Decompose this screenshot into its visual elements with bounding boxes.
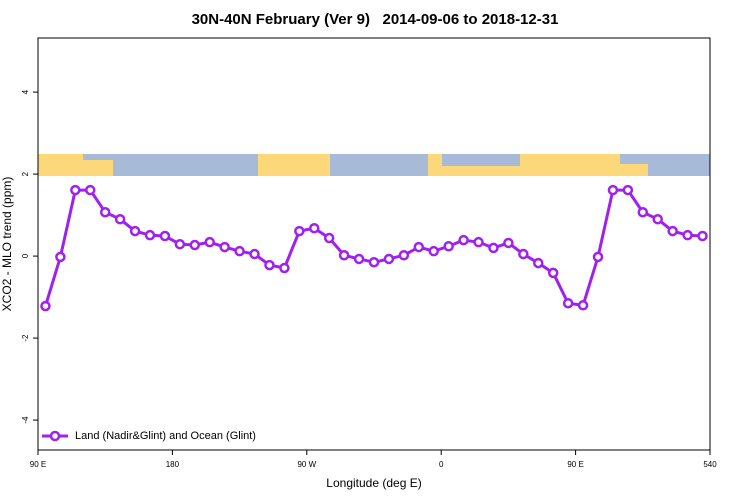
- x-tick-label: 0: [439, 460, 444, 469]
- y-tick-label: -2: [21, 334, 30, 342]
- legend: Land (Nadir&Glint) and Ocean (Glint): [42, 430, 256, 442]
- data-point: [667, 225, 678, 237]
- chart-title: 30N-40N February (Ver 9) 2014-09-06 to 2…: [192, 11, 559, 28]
- data-point: [488, 242, 499, 254]
- data-point: [652, 213, 663, 225]
- x-tick-label: 90 E: [567, 460, 583, 469]
- data-point: [503, 237, 514, 249]
- data-point: [249, 248, 260, 260]
- data-point: [144, 229, 156, 241]
- x-axis-label: Longitude (deg E): [326, 476, 421, 490]
- data-point: [189, 239, 201, 251]
- y-tick-label: 0: [21, 253, 30, 258]
- data-point: [234, 245, 245, 257]
- data-point: [533, 257, 544, 269]
- data-point: [413, 241, 425, 253]
- y-tick-label: 4: [21, 89, 30, 94]
- data-point: [383, 253, 395, 265]
- data-point: [338, 250, 350, 261]
- data-point: [682, 229, 693, 241]
- data-point: [398, 250, 410, 261]
- data-point: [99, 206, 111, 218]
- data-point: [219, 241, 230, 253]
- data-point: [473, 236, 484, 248]
- data-point: [55, 251, 66, 263]
- legend-label: Land (Nadir&Glint) and Ocean (Glint): [75, 430, 256, 442]
- data-point: [458, 234, 469, 246]
- map-strip: [38, 154, 710, 176]
- data-point: [294, 225, 305, 237]
- data-point: [547, 267, 559, 279]
- data-point: [443, 241, 454, 252]
- y-tick-label: -4: [21, 416, 30, 424]
- data-point: [70, 184, 81, 196]
- data-point: [607, 184, 619, 196]
- data-point: [353, 253, 365, 265]
- x-tick-label: 180: [166, 460, 180, 469]
- data-point: [85, 184, 96, 196]
- data-point: [622, 184, 634, 196]
- data-point: [697, 230, 708, 242]
- y-tick-label: 2: [21, 171, 30, 176]
- data-point: [562, 297, 574, 309]
- data-point: [204, 236, 215, 248]
- data-point: [518, 248, 529, 260]
- data-point: [428, 245, 439, 257]
- data-point: [368, 256, 380, 268]
- data-point: [174, 238, 186, 250]
- data-point: [309, 222, 320, 234]
- legend-marker: [49, 430, 61, 442]
- y-axis-label: XCO2 - MLO trend (ppm): [0, 177, 14, 312]
- data-point: [40, 300, 51, 312]
- x-tick-label: 90 W: [297, 460, 316, 469]
- data-point: [264, 259, 275, 271]
- data-point: [279, 262, 290, 274]
- data-point: [577, 300, 589, 311]
- plot-frame: [37, 37, 711, 451]
- data-point: [637, 206, 649, 218]
- data-point: [114, 213, 126, 225]
- x-tick-label: 540: [703, 460, 717, 469]
- data-point: [129, 225, 141, 237]
- data-point: [323, 232, 335, 244]
- data-point: [159, 230, 171, 242]
- data-point: [592, 251, 604, 263]
- x-tick-label: 90 E: [30, 460, 46, 469]
